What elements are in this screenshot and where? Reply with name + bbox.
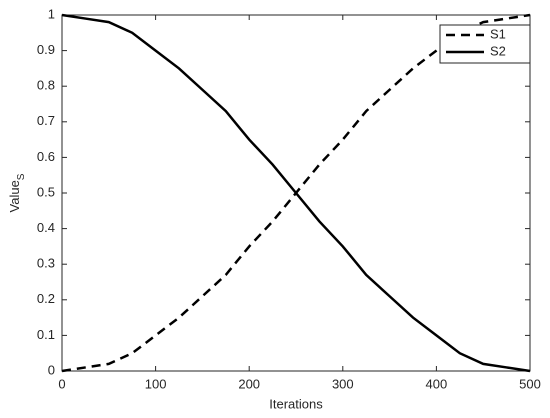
legend-box xyxy=(439,24,531,64)
line-series xyxy=(61,13,531,373)
y-tick-label: 0.1 xyxy=(37,327,55,342)
x-tick-label: 0 xyxy=(58,376,65,391)
x-tick-label: 500 xyxy=(519,376,541,391)
legend-label: S2 xyxy=(490,43,506,58)
y-tick-label: 0.7 xyxy=(37,113,55,128)
y-tick-label: 0.8 xyxy=(37,78,55,93)
y-tick-label: 0.2 xyxy=(37,291,55,306)
x-tick-label: 400 xyxy=(426,376,448,391)
y-axis-label-main: Value xyxy=(7,180,22,212)
y-tick-label: 0.6 xyxy=(37,149,55,164)
y-tick-label: 0.4 xyxy=(37,220,55,235)
x-tick-label: 300 xyxy=(332,376,354,391)
y-axis-label: ValueS xyxy=(7,173,26,212)
x-axis-label: Iterations xyxy=(269,396,323,411)
x-tick-label: 100 xyxy=(145,376,167,391)
y-tick-label: 1 xyxy=(48,6,55,21)
y-tick-label: 0 xyxy=(48,362,55,377)
legend-label: S1 xyxy=(490,26,506,41)
y-axis-label-subscript: S xyxy=(16,173,27,180)
y-tick-label: 0.3 xyxy=(37,256,55,271)
y-tick-label: 0.5 xyxy=(37,184,55,199)
x-tick-label: 200 xyxy=(238,376,260,391)
y-tick-label: 0.9 xyxy=(37,42,55,57)
